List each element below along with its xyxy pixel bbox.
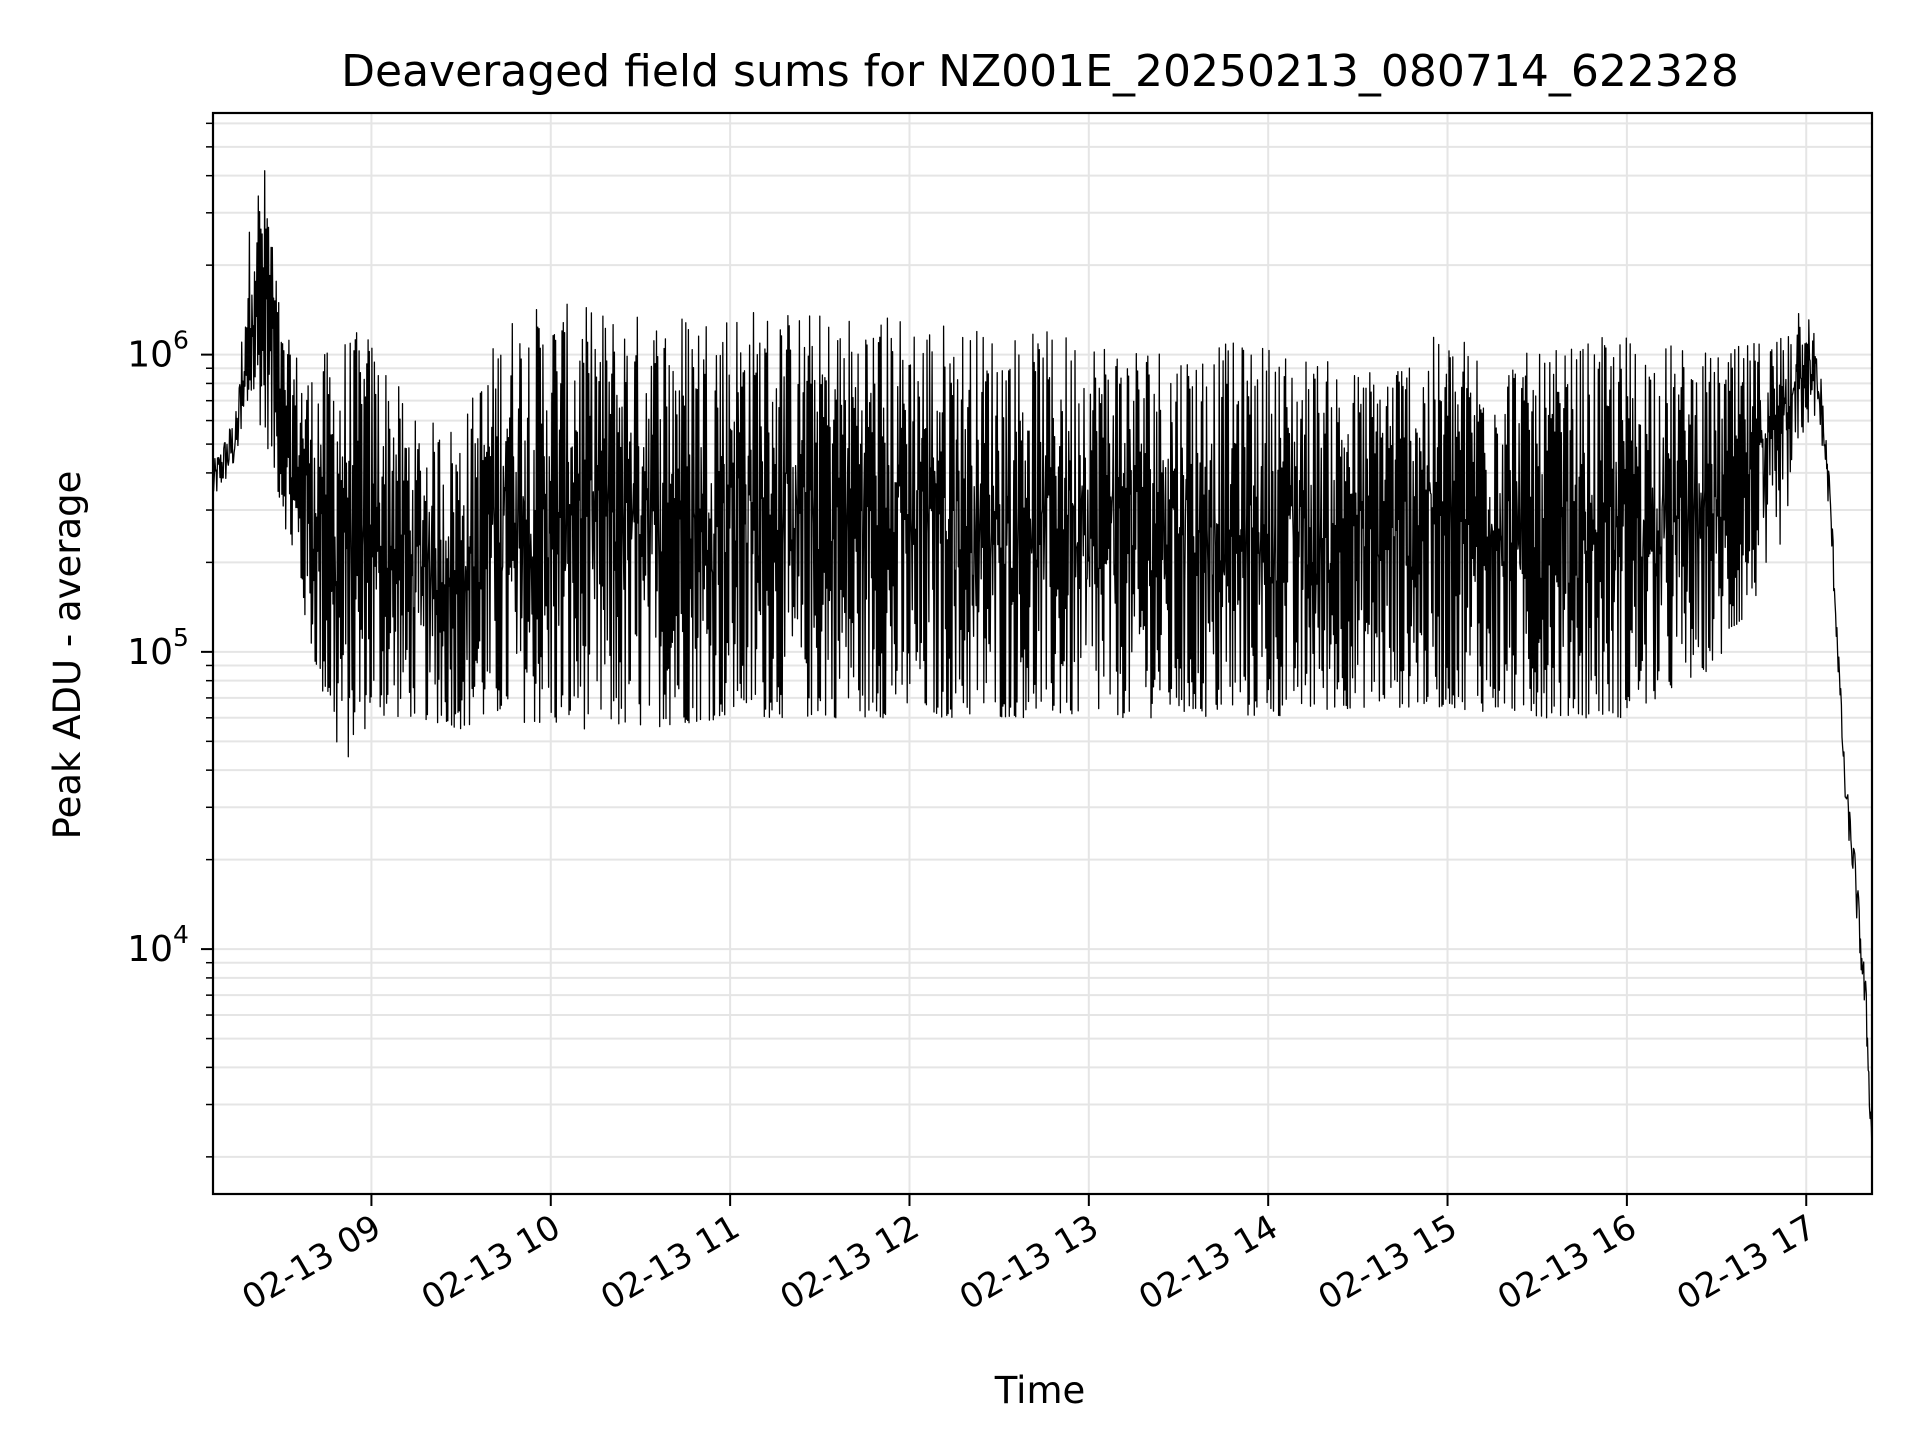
y-axis-label: Peak ADU - average xyxy=(46,471,89,840)
y-tick-exponent: 6 xyxy=(173,326,189,355)
series-line-group xyxy=(212,170,1873,1154)
series-line xyxy=(212,170,1873,1154)
y-tick-exponent: 5 xyxy=(173,623,189,652)
y-tick-label: 10 xyxy=(127,632,173,673)
y-tick-label: 10 xyxy=(127,929,173,970)
y-tick-exponent: 4 xyxy=(173,920,189,949)
y-tick-label: 10 xyxy=(127,335,173,376)
x-axis-label: Time xyxy=(994,1369,1086,1412)
plot-frame xyxy=(211,111,1874,1196)
chart-title: Deaveraged field sums for NZ001E_2025021… xyxy=(341,46,1739,97)
